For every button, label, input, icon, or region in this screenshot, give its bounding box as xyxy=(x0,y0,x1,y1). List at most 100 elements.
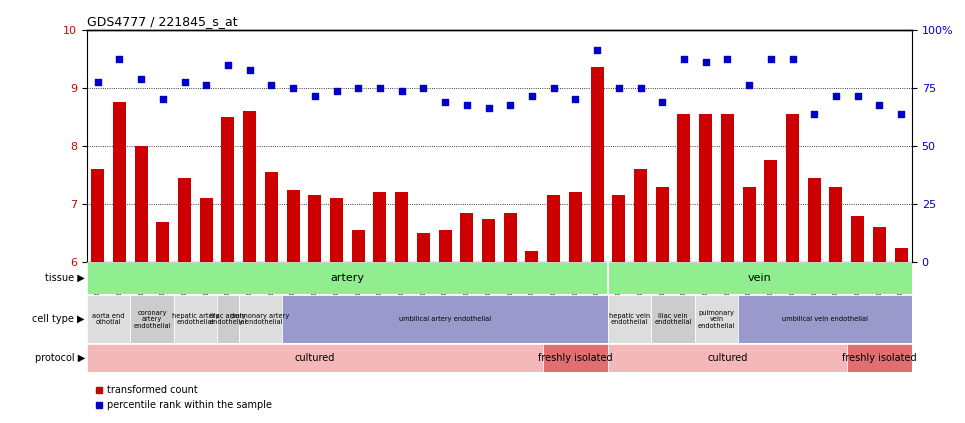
Bar xyxy=(847,344,912,372)
Bar xyxy=(651,295,695,343)
Bar xyxy=(677,114,690,262)
Text: GDS4777 / 221845_s_at: GDS4777 / 221845_s_at xyxy=(87,16,237,28)
Bar xyxy=(695,295,738,343)
Text: cultured: cultured xyxy=(294,353,335,363)
Bar xyxy=(395,192,408,262)
Bar xyxy=(808,178,820,262)
Legend: transformed count, percentile rank within the sample: transformed count, percentile rank withi… xyxy=(92,381,276,414)
Point xyxy=(785,55,800,62)
Point xyxy=(503,102,518,109)
Point xyxy=(416,85,431,91)
Point xyxy=(871,102,887,109)
Text: pulmonary
vein
endothelial: pulmonary vein endothelial xyxy=(698,310,735,329)
Bar xyxy=(174,295,217,343)
Point xyxy=(633,85,648,91)
Text: cultured: cultured xyxy=(707,353,748,363)
Bar xyxy=(608,262,912,294)
Text: vein: vein xyxy=(748,273,772,283)
Text: umbilical artery endothelial: umbilical artery endothelial xyxy=(400,316,491,322)
Point xyxy=(720,55,735,62)
Point xyxy=(546,85,562,91)
Text: iliac artery
endothelial: iliac artery endothelial xyxy=(209,313,247,325)
Point xyxy=(220,61,235,68)
Bar xyxy=(91,169,104,262)
Text: aorta end
othotial: aorta end othotial xyxy=(93,313,124,325)
Bar xyxy=(542,344,608,372)
Bar xyxy=(829,187,842,262)
Bar xyxy=(87,262,608,294)
Point xyxy=(894,110,909,117)
Bar xyxy=(504,213,516,262)
Point xyxy=(242,67,258,74)
Bar xyxy=(221,117,234,262)
Point xyxy=(676,55,692,62)
Bar xyxy=(568,192,582,262)
Bar xyxy=(851,216,864,262)
Point xyxy=(437,99,453,106)
Text: protocol ▶: protocol ▶ xyxy=(35,353,85,363)
Bar xyxy=(872,228,886,262)
Point xyxy=(459,102,475,109)
Point xyxy=(286,85,301,91)
Bar xyxy=(200,198,212,262)
Point xyxy=(590,47,605,53)
Bar xyxy=(547,195,560,262)
Point xyxy=(654,99,670,106)
Bar xyxy=(351,230,365,262)
Bar xyxy=(634,169,647,262)
Bar xyxy=(608,295,651,343)
Bar xyxy=(699,114,712,262)
Bar xyxy=(373,192,386,262)
Point xyxy=(850,93,866,100)
Point xyxy=(133,76,149,82)
Text: umbilical vein endothelial: umbilical vein endothelial xyxy=(782,316,868,322)
Text: iliac vein
endothelial: iliac vein endothelial xyxy=(654,313,692,325)
Bar xyxy=(87,344,542,372)
Bar xyxy=(308,195,321,262)
Point xyxy=(481,105,496,112)
Text: hepatic artery
endothelial: hepatic artery endothelial xyxy=(172,313,219,325)
Point xyxy=(350,85,366,91)
Text: tissue ▶: tissue ▶ xyxy=(45,273,85,283)
Bar xyxy=(87,295,130,343)
Bar xyxy=(264,172,278,262)
Bar xyxy=(738,295,912,343)
Bar xyxy=(156,222,170,262)
Bar xyxy=(525,250,538,262)
Text: hepatic vein
endothelial: hepatic vein endothelial xyxy=(609,313,650,325)
Text: freshly isolated: freshly isolated xyxy=(842,353,917,363)
Point xyxy=(763,55,779,62)
Bar xyxy=(243,111,256,262)
Text: coronary
artery
endothelial: coronary artery endothelial xyxy=(133,310,171,329)
Point xyxy=(828,93,843,100)
Bar xyxy=(764,160,777,262)
Bar xyxy=(608,344,846,372)
Point xyxy=(524,93,539,100)
Point xyxy=(394,87,409,94)
Bar xyxy=(895,248,907,262)
Point xyxy=(155,96,171,103)
Point xyxy=(199,82,214,88)
Bar xyxy=(217,295,238,343)
Point xyxy=(807,110,822,117)
Point xyxy=(329,87,345,94)
Text: artery: artery xyxy=(330,273,365,283)
Point xyxy=(741,82,757,88)
Bar xyxy=(238,295,282,343)
Bar xyxy=(287,190,299,262)
Bar xyxy=(786,114,799,262)
Point xyxy=(567,96,583,103)
Bar xyxy=(438,230,452,262)
Bar xyxy=(612,195,625,262)
Text: pulmonary artery
y endothelial: pulmonary artery y endothelial xyxy=(232,313,290,325)
Bar xyxy=(330,198,343,262)
Point xyxy=(611,85,626,91)
Bar xyxy=(721,114,733,262)
Bar xyxy=(591,67,603,262)
Point xyxy=(90,79,105,85)
Point xyxy=(177,79,192,85)
Bar xyxy=(460,213,473,262)
Point xyxy=(372,85,388,91)
Bar xyxy=(417,233,429,262)
Point xyxy=(307,93,322,100)
